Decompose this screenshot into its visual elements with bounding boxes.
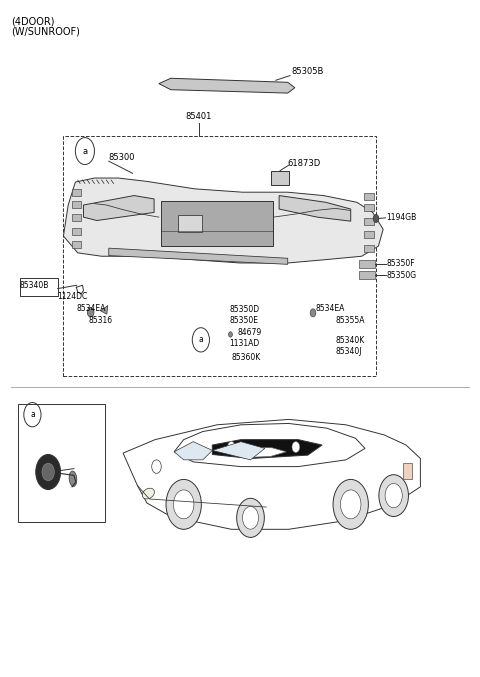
Text: 85350D: 85350D: [229, 305, 260, 314]
Bar: [360, 271, 374, 279]
Circle shape: [379, 475, 408, 517]
Bar: [63, 136, 376, 376]
Bar: [364, 232, 373, 238]
Circle shape: [173, 490, 194, 519]
Circle shape: [42, 463, 54, 481]
Text: 8534EA: 8534EA: [315, 305, 345, 313]
Circle shape: [228, 441, 235, 452]
Circle shape: [237, 498, 264, 538]
Text: 85305B: 85305B: [291, 66, 324, 76]
Bar: [364, 245, 373, 252]
Circle shape: [340, 490, 361, 519]
Ellipse shape: [69, 471, 77, 487]
Polygon shape: [212, 439, 322, 458]
Polygon shape: [123, 420, 420, 529]
Circle shape: [166, 479, 201, 529]
Bar: [72, 215, 81, 221]
Circle shape: [385, 483, 402, 508]
Text: 1124DC: 1124DC: [58, 292, 88, 301]
Bar: [72, 228, 81, 235]
Text: a: a: [199, 335, 203, 345]
Polygon shape: [212, 441, 265, 460]
Bar: [360, 259, 374, 267]
Bar: [271, 171, 289, 185]
Bar: [364, 193, 373, 200]
Polygon shape: [239, 447, 286, 457]
Circle shape: [152, 460, 161, 473]
Polygon shape: [159, 79, 295, 93]
Circle shape: [310, 309, 316, 317]
Text: 85350F: 85350F: [386, 259, 415, 268]
Bar: [364, 218, 373, 225]
Text: 8534EA: 8534EA: [77, 304, 106, 313]
Text: (W/SUNROOF): (W/SUNROOF): [11, 26, 80, 37]
Text: 85350G: 85350G: [386, 271, 416, 280]
Bar: [18, 404, 105, 522]
Circle shape: [228, 332, 232, 337]
Bar: [178, 215, 202, 232]
Bar: [21, 278, 58, 296]
Circle shape: [36, 454, 60, 489]
Bar: [403, 462, 412, 479]
Bar: [72, 189, 81, 196]
Text: 85340B: 85340B: [20, 282, 49, 290]
Text: 85300: 85300: [109, 153, 135, 162]
Text: 85316: 85316: [88, 315, 112, 325]
Circle shape: [373, 215, 379, 223]
Text: 85340J: 85340J: [336, 347, 362, 357]
Circle shape: [333, 479, 368, 529]
Text: 85350E: 85350E: [229, 316, 259, 326]
Text: 85401: 85401: [185, 112, 212, 121]
Ellipse shape: [142, 488, 155, 499]
Text: 84679: 84679: [237, 328, 262, 337]
Polygon shape: [279, 196, 351, 221]
Text: (4DOOR): (4DOOR): [11, 16, 54, 26]
Circle shape: [242, 506, 259, 529]
Polygon shape: [109, 248, 288, 264]
Circle shape: [292, 441, 300, 452]
Bar: [72, 201, 81, 208]
Bar: [364, 204, 373, 211]
Text: 61873D: 61873D: [288, 158, 321, 168]
Text: 1131AD: 1131AD: [229, 339, 260, 349]
Polygon shape: [84, 196, 154, 221]
Text: a: a: [30, 410, 35, 419]
Polygon shape: [174, 441, 212, 460]
Polygon shape: [63, 178, 383, 263]
Text: 1194GB: 1194GB: [386, 213, 416, 222]
Text: 85360K: 85360K: [232, 353, 261, 362]
Circle shape: [87, 307, 94, 317]
Polygon shape: [174, 423, 365, 466]
Text: 85355A: 85355A: [336, 316, 365, 326]
Polygon shape: [101, 305, 108, 314]
Text: a: a: [83, 146, 87, 156]
Bar: [161, 201, 274, 246]
Text: 85340K: 85340K: [336, 336, 365, 345]
Bar: [72, 242, 81, 248]
